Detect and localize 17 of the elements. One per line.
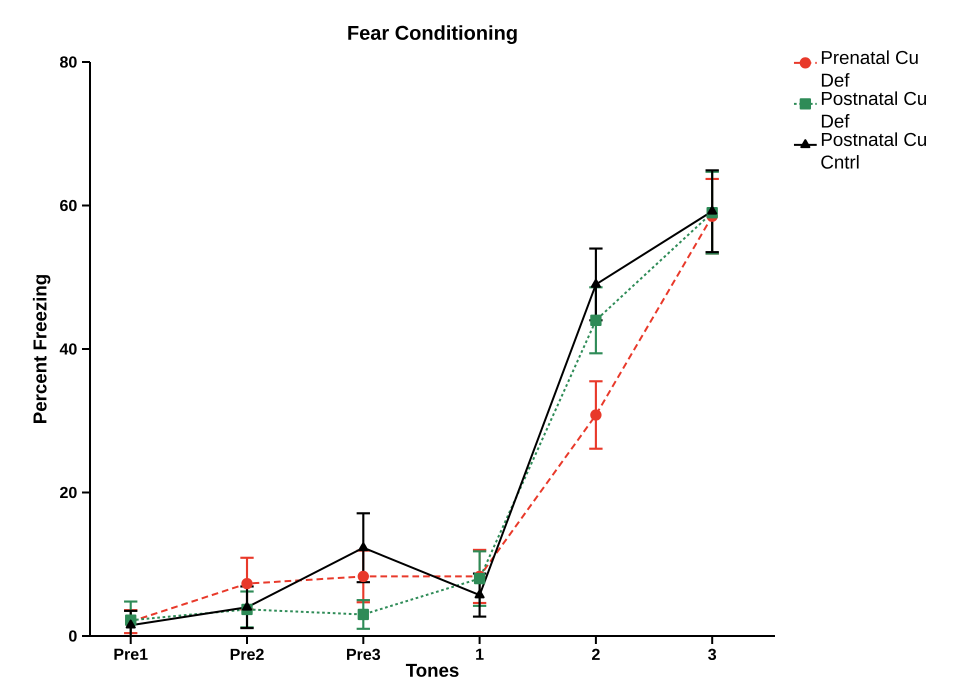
y-tick-label: 0 xyxy=(69,630,77,642)
x-tick-label: 1 xyxy=(476,648,484,660)
legend-label: Prenatal Cu Def xyxy=(822,50,918,87)
x-tick-label: 2 xyxy=(592,648,600,660)
x-tick-label: 3 xyxy=(708,648,716,660)
x-tick-label: Pre3 xyxy=(347,648,380,660)
y-tick-label: 40 xyxy=(60,343,77,355)
x-tick-label: Pre1 xyxy=(114,648,148,660)
y-tick-label: 80 xyxy=(60,56,77,68)
legend-label: Postnatal Cu Def xyxy=(822,91,926,128)
y-tick-label: 20 xyxy=(60,486,77,498)
y-axis-title: Percent Freezing xyxy=(32,275,50,423)
chart-title: Fear Conditioning xyxy=(348,25,517,44)
y-tick-label: 60 xyxy=(60,200,77,212)
x-tick-label: Pre2 xyxy=(230,648,264,660)
x-axis-title: Tones xyxy=(406,664,459,677)
legend-label: Postnatal Cu Cntrl xyxy=(821,132,926,169)
